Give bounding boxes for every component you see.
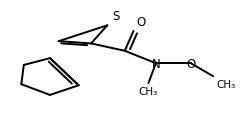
Text: O: O <box>136 15 145 28</box>
Text: CH₃: CH₃ <box>216 79 235 89</box>
Text: CH₃: CH₃ <box>139 86 158 96</box>
Text: O: O <box>186 57 195 70</box>
Text: S: S <box>112 10 119 23</box>
Text: N: N <box>151 57 160 70</box>
